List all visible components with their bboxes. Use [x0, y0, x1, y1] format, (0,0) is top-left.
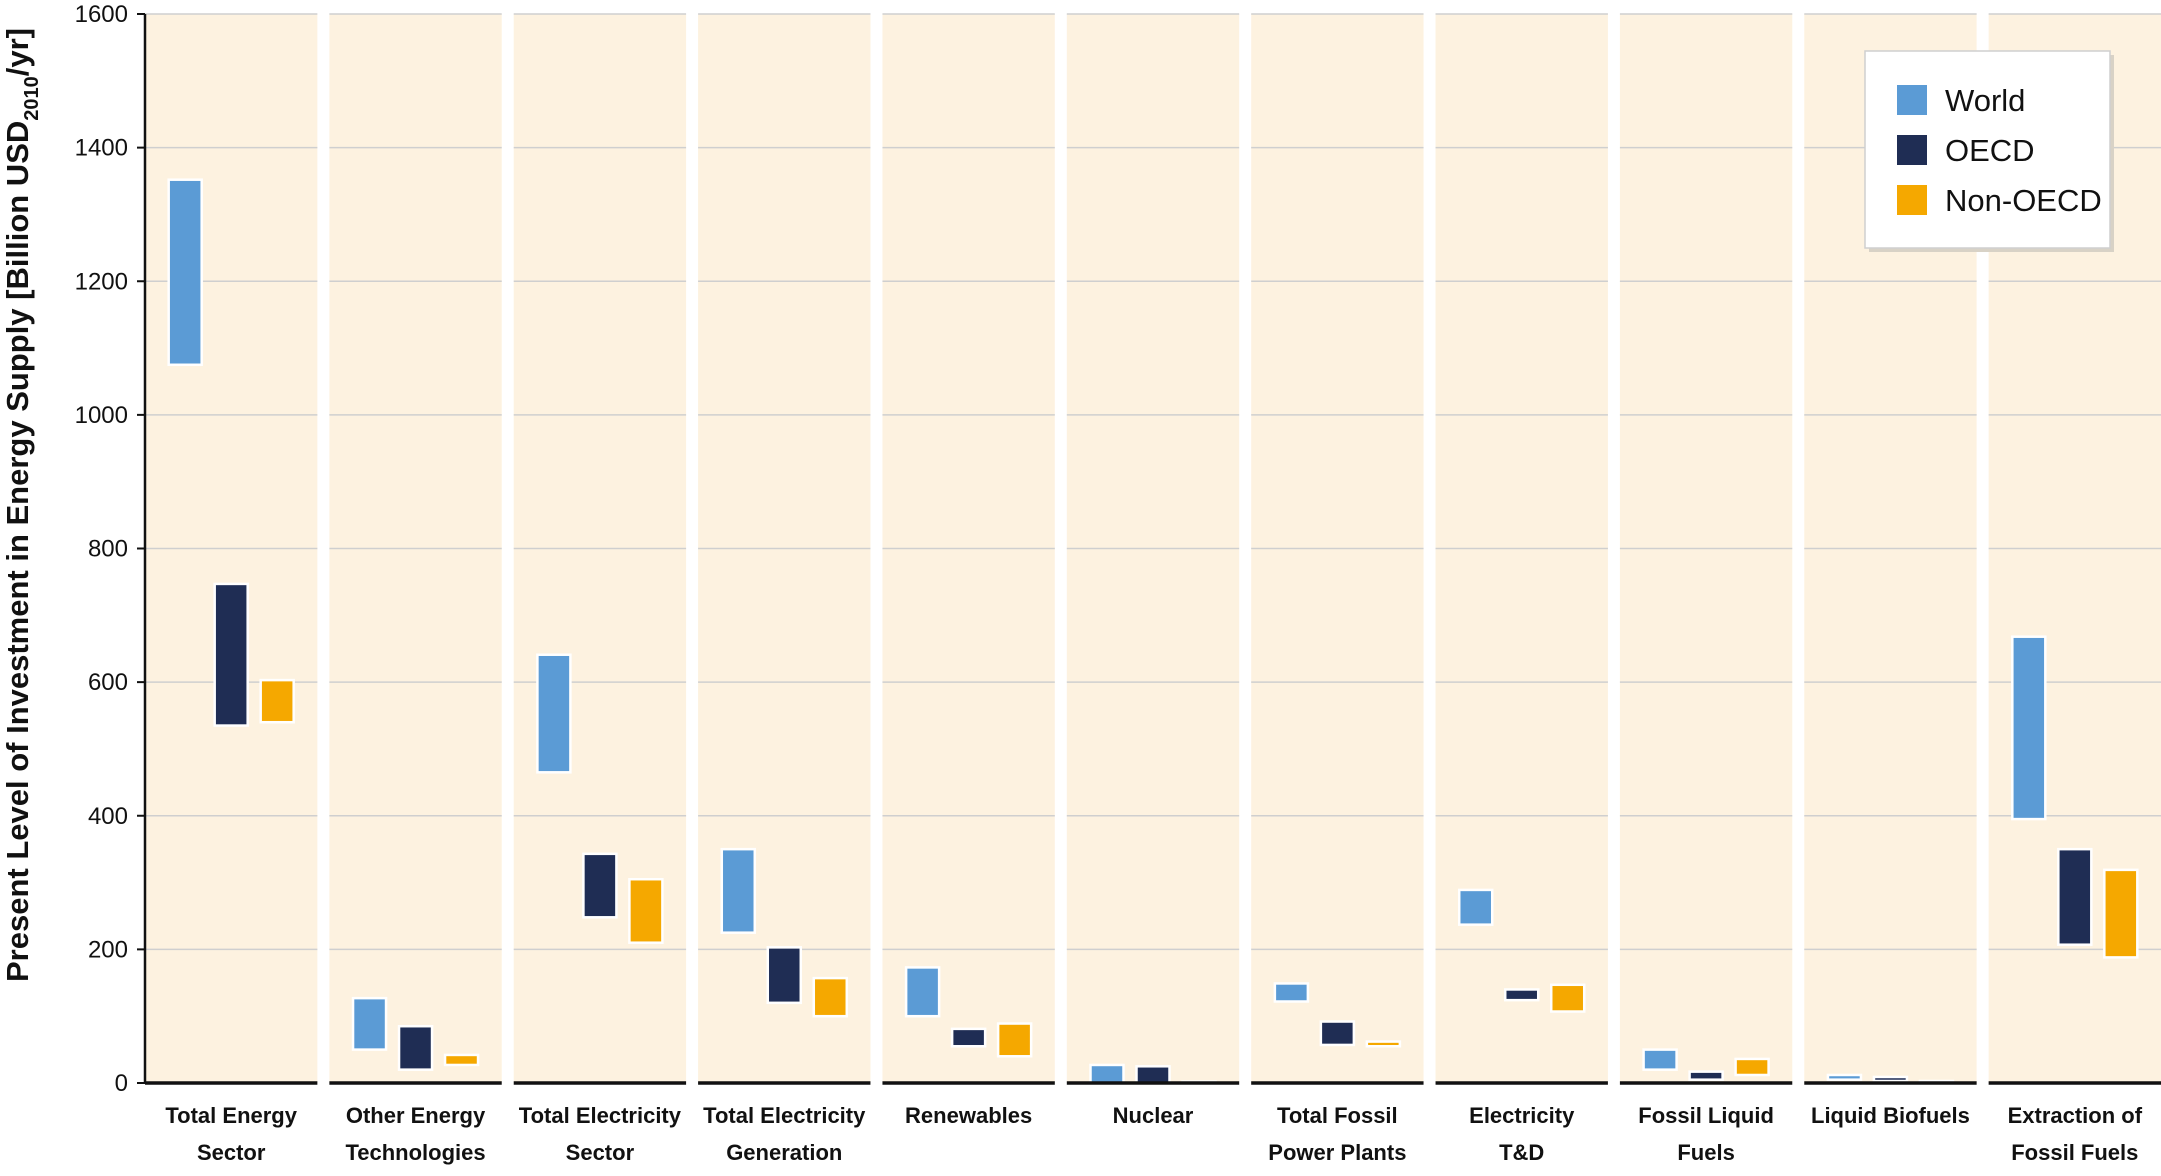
- y-tick-label: 1600: [75, 1, 128, 28]
- bar-oecd-total-energy-sector: [213, 582, 249, 727]
- bar-oecd-extraction-of-fossil-fuels: [2057, 847, 2093, 946]
- category-label: Fuels: [1677, 1140, 1734, 1165]
- bar-non-oecd-fossil-liquid-fuels: [1734, 1057, 1770, 1077]
- legend-swatch-non-oecd: [1897, 185, 1927, 215]
- y-tick-label: 800: [88, 536, 128, 563]
- bar-world-liquid-biofuels: [1826, 1073, 1863, 1081]
- category-label: Other Energy: [346, 1103, 486, 1128]
- bar-non-oecd-other-energy-technologies: [443, 1053, 480, 1067]
- category-label: Nuclear: [1113, 1103, 1194, 1128]
- bar-oecd-electricity-t-d: [1503, 988, 1540, 1002]
- y-label-subscript: 2010: [21, 76, 43, 121]
- y-label-suffix: /yr]: [0, 28, 35, 76]
- bar-non-oecd-extraction-of-fossil-fuels: [2103, 868, 2139, 959]
- category-label: Total Electricity: [519, 1103, 682, 1128]
- category-label: Extraction of: [2008, 1103, 2143, 1128]
- y-tick-labels: 0 200 400 600 800 1000 1200 1400 1600: [75, 1, 145, 1097]
- category-label: Electricity: [1469, 1103, 1575, 1128]
- y-tick-label: 1200: [75, 268, 128, 295]
- bar-world-total-electricity-generation: [720, 847, 757, 934]
- bar-oecd-nuclear: [1135, 1065, 1171, 1085]
- category-label: Total Fossil: [1277, 1103, 1398, 1128]
- bar-oecd-fossil-liquid-fuels: [1688, 1070, 1724, 1081]
- y-tick-label: 600: [88, 669, 128, 696]
- bar-oecd-total-fossil-power-plants: [1319, 1020, 1356, 1047]
- y-tick-label: 200: [88, 936, 128, 963]
- bar-non-oecd-renewables: [996, 1022, 1033, 1058]
- y-tick-label: 400: [88, 803, 128, 830]
- bar-non-oecd-electricity-t-d: [1549, 983, 1586, 1013]
- y-tick-label: 0: [115, 1070, 128, 1097]
- category-label: Power Plants: [1268, 1140, 1406, 1165]
- legend-label-world: World: [1945, 83, 2025, 118]
- bar-oecd-other-energy-technologies: [397, 1024, 434, 1071]
- bar-non-oecd-total-energy-sector: [259, 678, 295, 724]
- bar-oecd-liquid-biofuels: [1872, 1075, 1909, 1083]
- bar-world-renewables: [904, 966, 941, 1018]
- category-label: T&D: [1499, 1140, 1544, 1165]
- bar-world-total-fossil-power-plants: [1273, 982, 1310, 1003]
- legend-swatch-oecd: [1897, 135, 1927, 165]
- category-label: Sector: [566, 1140, 635, 1165]
- category-label: Total Electricity: [703, 1103, 866, 1128]
- y-tick-label: 1400: [75, 135, 128, 162]
- bar-world-electricity-t-d: [1457, 888, 1494, 926]
- y-axis-label: Present Level of Investment in Energy Su…: [0, 28, 43, 982]
- bar-oecd-total-electricity-sector: [582, 852, 618, 919]
- legend-swatch-world: [1897, 85, 1927, 115]
- category-label: Total Energy: [165, 1103, 297, 1128]
- bar-world-total-electricity-sector: [536, 653, 572, 774]
- y-tick-label: 1000: [75, 402, 128, 429]
- bar-oecd-renewables: [950, 1027, 987, 1048]
- category-label: Liquid Biofuels: [1811, 1103, 1970, 1128]
- bar-world-extraction-of-fossil-fuels: [2011, 635, 2047, 821]
- category-labels: Total Energy Sector Other Energy Technologi…: [165, 1103, 2142, 1165]
- category-label: Sector: [197, 1140, 266, 1165]
- category-label: Fossil Liquid: [1638, 1103, 1774, 1128]
- bar-oecd-total-electricity-generation: [766, 946, 803, 1005]
- y-label-main: Present Level of Investment in Energy Su…: [0, 121, 35, 982]
- category-label: Technologies: [345, 1140, 485, 1165]
- legend-label-oecd: OECD: [1945, 133, 2035, 168]
- category-label: Generation: [726, 1140, 842, 1165]
- bar-world-nuclear: [1089, 1063, 1125, 1085]
- bar-world-fossil-liquid-fuels: [1642, 1048, 1678, 1071]
- bar-non-oecd-total-electricity-sector: [628, 877, 664, 944]
- category-label: Renewables: [905, 1103, 1032, 1128]
- bar-world-total-energy-sector: [167, 178, 203, 367]
- bar-world-other-energy-technologies: [351, 996, 388, 1051]
- bar-non-oecd-total-electricity-generation: [812, 976, 849, 1018]
- range-bars: [167, 178, 2139, 1085]
- legend-label-non-oecd: Non-OECD: [1945, 183, 2102, 218]
- legend: World OECD Non-OECD: [1864, 50, 2114, 252]
- category-label: Fossil Fuels: [2011, 1140, 2138, 1165]
- bar-non-oecd-total-fossil-power-plants: [1365, 1040, 1402, 1048]
